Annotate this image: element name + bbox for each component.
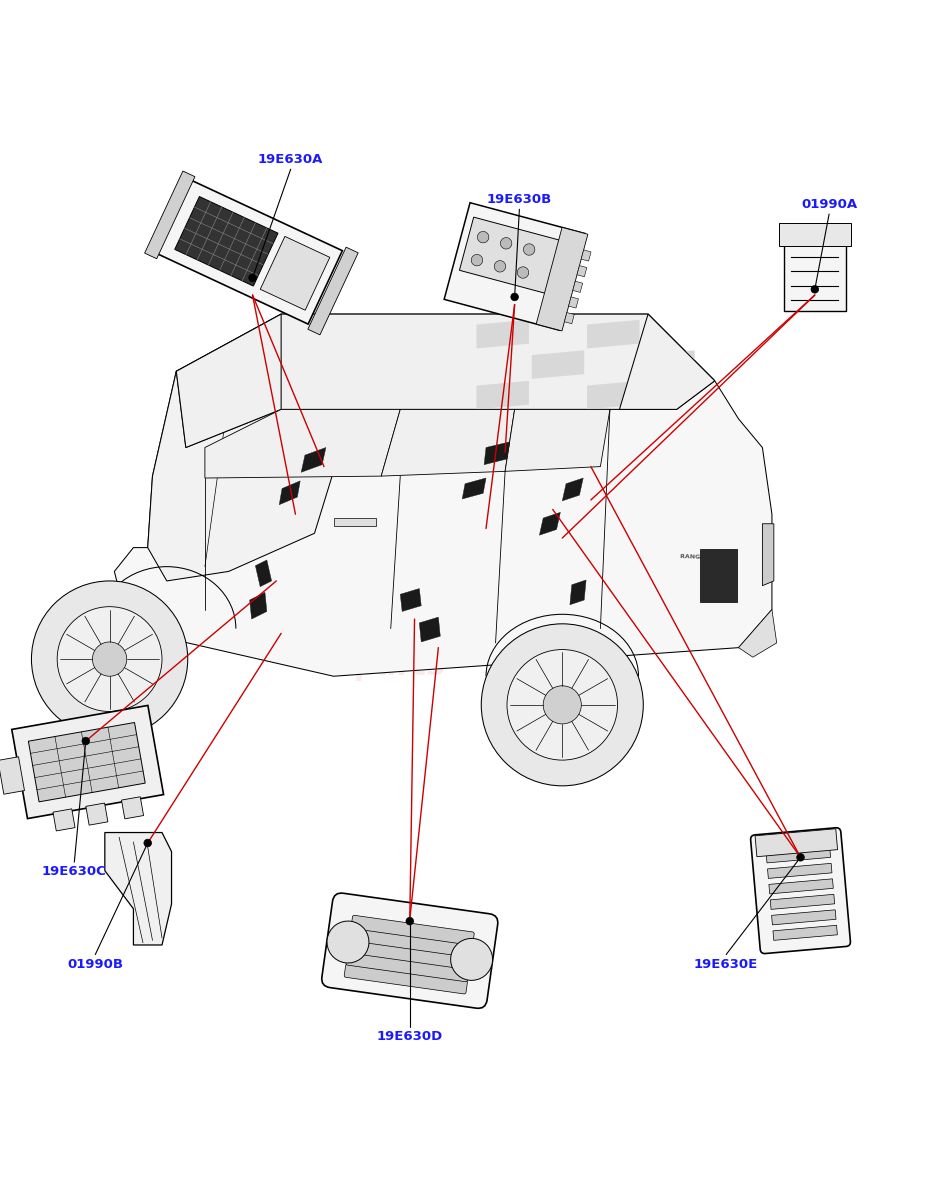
Circle shape — [92, 642, 127, 677]
Circle shape — [510, 293, 518, 301]
Polygon shape — [114, 314, 771, 677]
Bar — [700, 550, 736, 602]
Circle shape — [810, 286, 818, 293]
Polygon shape — [462, 478, 486, 499]
Bar — [459, 217, 560, 294]
Bar — [307, 247, 358, 335]
Bar — [768, 878, 832, 894]
Bar — [766, 863, 831, 878]
Text: 19E630C: 19E630C — [42, 865, 107, 878]
Circle shape — [517, 266, 528, 278]
Circle shape — [543, 685, 581, 724]
Polygon shape — [255, 560, 271, 587]
Bar — [29, 722, 145, 802]
Bar — [174, 197, 278, 286]
FancyBboxPatch shape — [750, 828, 849, 954]
Polygon shape — [476, 380, 528, 409]
Bar — [564, 312, 574, 324]
Bar — [145, 172, 195, 259]
Bar — [783, 226, 844, 311]
Polygon shape — [176, 314, 714, 448]
Polygon shape — [738, 610, 776, 658]
Bar — [769, 894, 834, 910]
Bar — [333, 518, 376, 526]
Polygon shape — [484, 442, 509, 464]
Polygon shape — [586, 320, 639, 348]
Bar — [11, 706, 164, 818]
Text: 19E630A: 19E630A — [258, 154, 323, 167]
Polygon shape — [249, 593, 267, 619]
Polygon shape — [381, 409, 514, 476]
Bar — [444, 203, 585, 330]
Polygon shape — [301, 448, 326, 473]
FancyBboxPatch shape — [347, 940, 470, 970]
Circle shape — [796, 853, 803, 862]
Bar — [157, 180, 342, 324]
Polygon shape — [476, 320, 528, 348]
Text: 19E630D: 19E630D — [376, 1030, 443, 1043]
Circle shape — [31, 581, 188, 737]
Circle shape — [470, 254, 482, 266]
Bar — [53, 809, 75, 830]
Circle shape — [494, 260, 506, 272]
Circle shape — [481, 624, 643, 786]
FancyBboxPatch shape — [322, 893, 497, 1008]
Text: parts: parts — [355, 653, 445, 682]
FancyBboxPatch shape — [349, 928, 472, 958]
Polygon shape — [400, 588, 421, 612]
Polygon shape — [505, 409, 609, 472]
Text: 01990A: 01990A — [801, 198, 856, 211]
Polygon shape — [205, 409, 400, 478]
Polygon shape — [105, 833, 171, 944]
FancyBboxPatch shape — [350, 916, 474, 946]
Polygon shape — [762, 523, 773, 586]
Circle shape — [327, 922, 368, 962]
Polygon shape — [539, 512, 560, 535]
Polygon shape — [619, 314, 714, 409]
Bar — [536, 227, 587, 331]
Polygon shape — [642, 350, 694, 379]
Text: RANGE ROVER: RANGE ROVER — [679, 553, 730, 560]
Text: 19E630B: 19E630B — [486, 193, 551, 206]
Polygon shape — [586, 380, 639, 409]
Polygon shape — [531, 350, 584, 379]
Bar — [576, 265, 586, 277]
Bar — [765, 848, 830, 863]
Circle shape — [82, 737, 89, 745]
Bar — [771, 910, 835, 925]
Circle shape — [248, 274, 256, 282]
Bar — [572, 281, 582, 293]
Circle shape — [406, 917, 413, 925]
FancyBboxPatch shape — [344, 964, 466, 994]
Text: codderia: codderia — [203, 560, 597, 638]
Bar — [86, 803, 108, 826]
Bar — [772, 925, 837, 941]
Bar — [778, 223, 849, 246]
Polygon shape — [562, 478, 583, 500]
Circle shape — [500, 238, 511, 250]
Text: 19E630E: 19E630E — [693, 958, 758, 971]
Circle shape — [523, 244, 534, 256]
FancyBboxPatch shape — [346, 952, 468, 982]
Polygon shape — [176, 314, 281, 448]
Bar — [568, 296, 578, 308]
Circle shape — [144, 839, 151, 847]
Bar — [121, 797, 144, 818]
Circle shape — [506, 649, 617, 760]
Bar — [754, 829, 837, 857]
Polygon shape — [148, 353, 352, 581]
Circle shape — [477, 232, 488, 242]
Polygon shape — [419, 617, 440, 642]
Bar — [260, 236, 329, 311]
Polygon shape — [569, 580, 585, 605]
Bar — [581, 250, 590, 262]
Circle shape — [57, 607, 162, 712]
Polygon shape — [279, 481, 300, 505]
Circle shape — [450, 938, 492, 980]
Bar — [0, 757, 25, 794]
Text: 01990B: 01990B — [68, 958, 123, 971]
